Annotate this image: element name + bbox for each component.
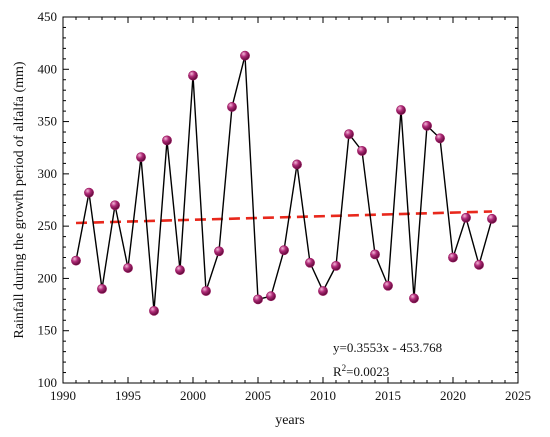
y-tick-label: 300 (38, 166, 58, 181)
data-point (318, 286, 328, 296)
x-tick-label: 1990 (50, 388, 76, 403)
data-point (422, 120, 432, 131)
r2-superscript: 2 (342, 363, 347, 373)
data-point (253, 294, 263, 305)
equation-annotation: y=0.3553x - 453.768 (333, 340, 442, 355)
markers-group (71, 50, 497, 316)
r2-annotation: R2=0.0023 (333, 363, 389, 379)
x-tick-label: 2015 (375, 388, 401, 403)
r2-value: =0.0023 (346, 364, 389, 379)
x-tick-label: 1995 (115, 388, 141, 403)
x-tick-label: 2010 (310, 388, 336, 403)
data-point (123, 263, 133, 273)
x-tick-label: 2005 (245, 388, 271, 403)
y-tick-label: 200 (38, 270, 58, 285)
y-tick-label: 100 (38, 375, 58, 390)
data-point (461, 212, 471, 223)
data-point (487, 213, 497, 224)
data-point (214, 246, 224, 257)
y-tick-label: 250 (38, 218, 58, 233)
y-tick-label: 350 (38, 114, 58, 129)
data-point (162, 135, 172, 146)
data-point (383, 280, 393, 291)
data-point (305, 257, 315, 268)
x-tick-label: 2020 (440, 388, 466, 403)
x-axis-label: years (275, 413, 305, 428)
axis-tick-labels: 1990 1995 2000 2005 2010 2015 2020 2025 100 150 20… (38, 9, 532, 403)
data-point (370, 249, 380, 260)
data-point (448, 252, 458, 263)
data-point (175, 265, 185, 275)
data-point (97, 283, 107, 294)
data-point (71, 255, 81, 266)
y-axis-label: Rainfall during the growth period of alf… (12, 61, 27, 339)
data-point (331, 260, 341, 271)
plot-area (62, 16, 519, 384)
data-point (84, 187, 94, 198)
x-tick-label: 2000 (180, 388, 206, 403)
y-tick-label: 150 (38, 323, 58, 338)
data-point (266, 291, 276, 302)
trendline (75, 210, 493, 225)
data-point (279, 245, 289, 256)
trendline-group (75, 210, 493, 225)
data-point (396, 105, 406, 115)
data-point (409, 293, 419, 304)
data-point (201, 286, 211, 296)
data-point (435, 133, 445, 144)
data-point (110, 200, 120, 211)
r2-prefix: R (333, 364, 342, 379)
data-point (136, 152, 146, 163)
y-tick-label: 400 (38, 61, 58, 76)
data-point (227, 102, 237, 112)
data-point (240, 50, 250, 61)
data-point (357, 145, 367, 156)
data-point (292, 159, 302, 170)
data-point (474, 259, 484, 270)
data-point (188, 70, 198, 81)
y-tick-label: 450 (38, 9, 58, 24)
x-tick-label: 2025 (505, 388, 531, 403)
data-point (149, 305, 159, 316)
data-point (344, 129, 354, 140)
axis-ticks (62, 16, 519, 384)
